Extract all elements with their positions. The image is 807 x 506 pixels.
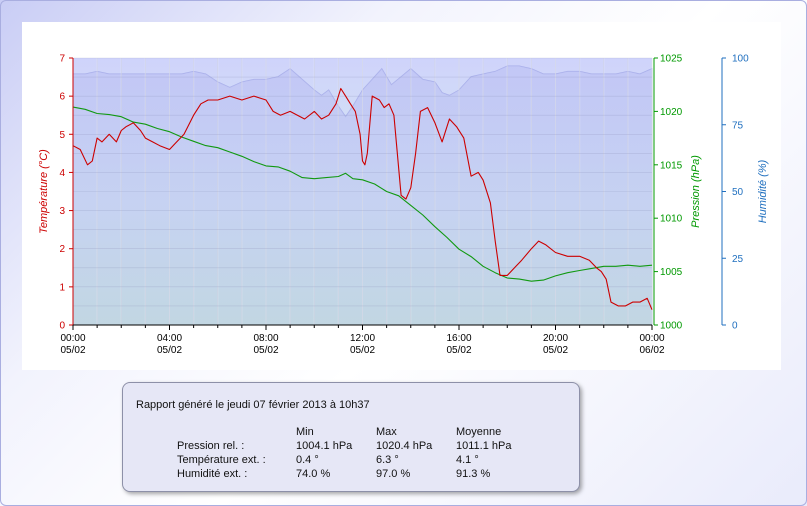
- temperature-tick-label: 4: [59, 168, 65, 179]
- x-tick-label-date: 05/02: [60, 345, 85, 356]
- temperature-tick-label: 3: [59, 206, 65, 217]
- row-label-humidity: Humidité ext. :: [177, 468, 248, 480]
- x-tick-label-time: 00:00: [60, 333, 85, 344]
- temperature-line: [72, 87, 653, 310]
- pressure-tick-label: 1015: [660, 160, 683, 171]
- x-tick-label-date: 05/02: [446, 345, 471, 356]
- pressure-line: [72, 106, 653, 282]
- x-tick-label-date: 05/02: [157, 345, 182, 356]
- pressure-tick-label: 1000: [660, 321, 683, 332]
- row-label-temperature: Température ext. :: [177, 454, 266, 466]
- humidity-tick-label: 0: [732, 321, 738, 332]
- pressure-max: 1020.4 hPa: [376, 440, 433, 452]
- humidity-min: 74.0 %: [296, 468, 331, 480]
- x-tick-label-time: 16:00: [446, 333, 471, 344]
- humidity-tick-label: 25: [732, 254, 744, 265]
- x-tick-label-date: 05/02: [350, 345, 375, 356]
- pressure-axis-title: Pression (hPa): [690, 155, 702, 228]
- temperature-tick-label: 5: [59, 130, 65, 141]
- temperature-tick-label: 1: [59, 282, 65, 293]
- x-tick-label-date: 05/02: [253, 345, 278, 356]
- chart-panel: 0 1 2 3 4 5 6 7 Température (°C) 1000 1005 1010 1015…: [22, 22, 781, 370]
- column-header-max: Max: [376, 426, 397, 438]
- temperature-max: 6.3 °: [376, 454, 399, 466]
- x-tick-label-time: 04:00: [157, 333, 182, 344]
- x-tick-label-date: 06/02: [639, 345, 664, 356]
- humidity-max: 97.0 %: [376, 468, 411, 480]
- pressure-tick-label: 1005: [660, 267, 683, 278]
- temperature-tick-label: 6: [59, 92, 65, 103]
- x-tick-label-time: 00:00: [639, 333, 664, 344]
- pressure-tick-label: 1025: [660, 54, 683, 65]
- column-header-min: Min: [296, 426, 314, 438]
- humidity-tick-label: 75: [732, 120, 744, 131]
- pressure-tick-label: 1020: [660, 107, 683, 118]
- x-tick-label-time: 08:00: [253, 333, 278, 344]
- humidity-tick-label: 100: [732, 54, 749, 65]
- report-box: Rapport généré le jeudi 07 février 2013 …: [122, 382, 580, 492]
- temperature-axis-title: Température (°C): [38, 149, 50, 234]
- pressure-tick-label: 1010: [660, 214, 683, 225]
- row-label-pressure: Pression rel. :: [177, 440, 245, 452]
- temperature-tick-label: 0: [59, 321, 65, 332]
- pressure-avg: 1011.1 hPa: [456, 440, 512, 452]
- pressure-min: 1004.1 hPa: [296, 440, 353, 452]
- x-tick-label-date: 05/02: [543, 345, 568, 356]
- x-tick-label-time: 12:00: [350, 333, 375, 344]
- x-tick-label-time: 20:00: [543, 333, 568, 344]
- temperature-tick-label: 2: [59, 244, 65, 255]
- humidity-avg: 91.3 %: [456, 468, 491, 480]
- temperature-avg: 4.1 °: [456, 454, 479, 466]
- humidity-tick-label: 50: [732, 187, 744, 198]
- humidity-axis-title: Humidité (%): [757, 159, 769, 223]
- temperature-min: 0.4 °: [296, 454, 319, 466]
- report-title: Rapport généré le jeudi 07 février 2013 …: [136, 399, 370, 411]
- temperature-tick-label: 7: [59, 54, 65, 65]
- column-header-avg: Moyenne: [456, 426, 502, 438]
